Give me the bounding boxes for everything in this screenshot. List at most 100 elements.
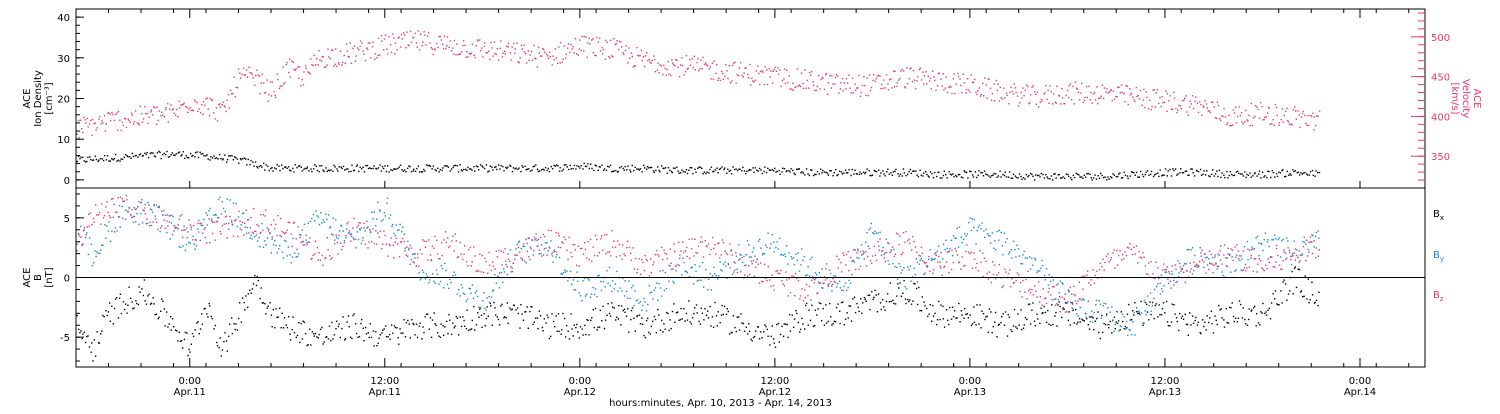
b-point-bz	[755, 267, 756, 268]
b-point-bx	[1059, 301, 1060, 302]
b-point-bz	[1297, 257, 1298, 258]
b-point-by	[538, 239, 539, 240]
b-point-by	[334, 240, 335, 241]
b-point-bx	[651, 326, 652, 327]
b-point-bz	[302, 241, 303, 242]
b-point-bx	[197, 321, 198, 322]
b-point-bx	[267, 308, 268, 309]
b-point-by	[1142, 322, 1143, 323]
b-point-by	[592, 287, 593, 288]
b-point-bz	[1292, 255, 1293, 256]
b-point-bz	[748, 265, 749, 266]
density-point	[1193, 172, 1194, 173]
b-point-bz	[1123, 258, 1124, 259]
b-point-by	[1236, 254, 1237, 255]
b-point-bz	[1052, 286, 1053, 287]
velocity-point	[1078, 92, 1079, 93]
b-point-bx	[99, 343, 100, 344]
b-point-bz	[525, 239, 526, 240]
b-point-by	[515, 248, 516, 249]
b-point-by	[397, 230, 398, 231]
b-point-by	[672, 281, 673, 282]
density-point	[678, 173, 679, 174]
b-point-by	[1206, 257, 1207, 258]
b-point-by	[1210, 263, 1211, 264]
b-point-bx	[101, 330, 102, 331]
b-point-bx	[199, 333, 200, 334]
b-point-by	[489, 302, 490, 303]
density-point	[334, 166, 335, 167]
b-point-bz	[186, 227, 187, 228]
density-point	[165, 154, 166, 155]
b-point-by	[809, 275, 810, 276]
velocity-point	[357, 47, 358, 48]
b-point-bz	[206, 242, 207, 243]
b-point-bx	[821, 320, 822, 321]
velocity-point	[567, 48, 568, 49]
b-point-bx	[691, 323, 692, 324]
b-point-by	[254, 236, 255, 237]
density-point	[253, 166, 254, 167]
b-point-bz	[211, 220, 212, 221]
density-point	[212, 157, 213, 158]
b-point-by	[945, 240, 946, 241]
b-point-bx	[312, 331, 313, 332]
b-point-bz	[586, 257, 587, 258]
density-point	[436, 170, 437, 171]
b-point-by	[975, 243, 976, 244]
b-point-bz	[867, 256, 868, 257]
b-point-bz	[144, 207, 145, 208]
density-point	[151, 152, 152, 153]
density-point	[779, 174, 780, 175]
b-point-bx	[792, 315, 793, 316]
b-point-bx	[217, 345, 218, 346]
b-point-bz	[337, 242, 338, 243]
b-point-bx	[540, 315, 541, 316]
b-point-by	[752, 251, 753, 252]
velocity-point	[504, 51, 505, 52]
b-point-by	[294, 253, 295, 254]
b-point-by	[963, 239, 964, 240]
b-point-by	[434, 282, 435, 283]
velocity-point	[81, 128, 82, 129]
b-point-bz	[853, 260, 854, 261]
velocity-point	[1312, 113, 1313, 114]
b-point-bz	[953, 262, 954, 263]
b-point-bz	[1196, 264, 1197, 265]
velocity-point	[221, 104, 222, 105]
density-point	[1256, 175, 1257, 176]
velocity-point	[132, 114, 133, 115]
velocity-point	[98, 118, 99, 119]
density-point	[1304, 172, 1305, 173]
density-point	[85, 161, 86, 162]
b-point-bx	[108, 311, 109, 312]
density-point	[1132, 172, 1133, 173]
b-point-bx	[640, 323, 641, 324]
velocity-point	[954, 93, 955, 94]
b-point-by	[942, 258, 943, 259]
b-point-bx	[223, 341, 224, 342]
b-point-bz	[1218, 253, 1219, 254]
b-point-bz	[552, 255, 553, 256]
velocity-point	[977, 90, 978, 91]
density-point	[413, 169, 414, 170]
b-point-by	[438, 283, 439, 284]
density-point	[781, 171, 782, 172]
velocity-point	[587, 42, 588, 43]
b-point-by	[651, 292, 652, 293]
density-point	[1238, 173, 1239, 174]
b-point-bz	[318, 259, 319, 260]
density-point	[77, 161, 78, 162]
b-point-by	[1011, 257, 1012, 258]
b-point-bz	[377, 232, 378, 233]
b-point-by	[767, 233, 768, 234]
velocity-point	[1093, 93, 1094, 94]
b-point-bx	[890, 301, 891, 302]
velocity-point	[311, 64, 312, 65]
b-point-bx	[387, 336, 388, 337]
b-point-bx	[877, 311, 878, 312]
b-point-by	[956, 238, 957, 239]
b-point-bx	[929, 313, 930, 314]
density-point	[1220, 177, 1221, 178]
density-point	[499, 168, 500, 169]
